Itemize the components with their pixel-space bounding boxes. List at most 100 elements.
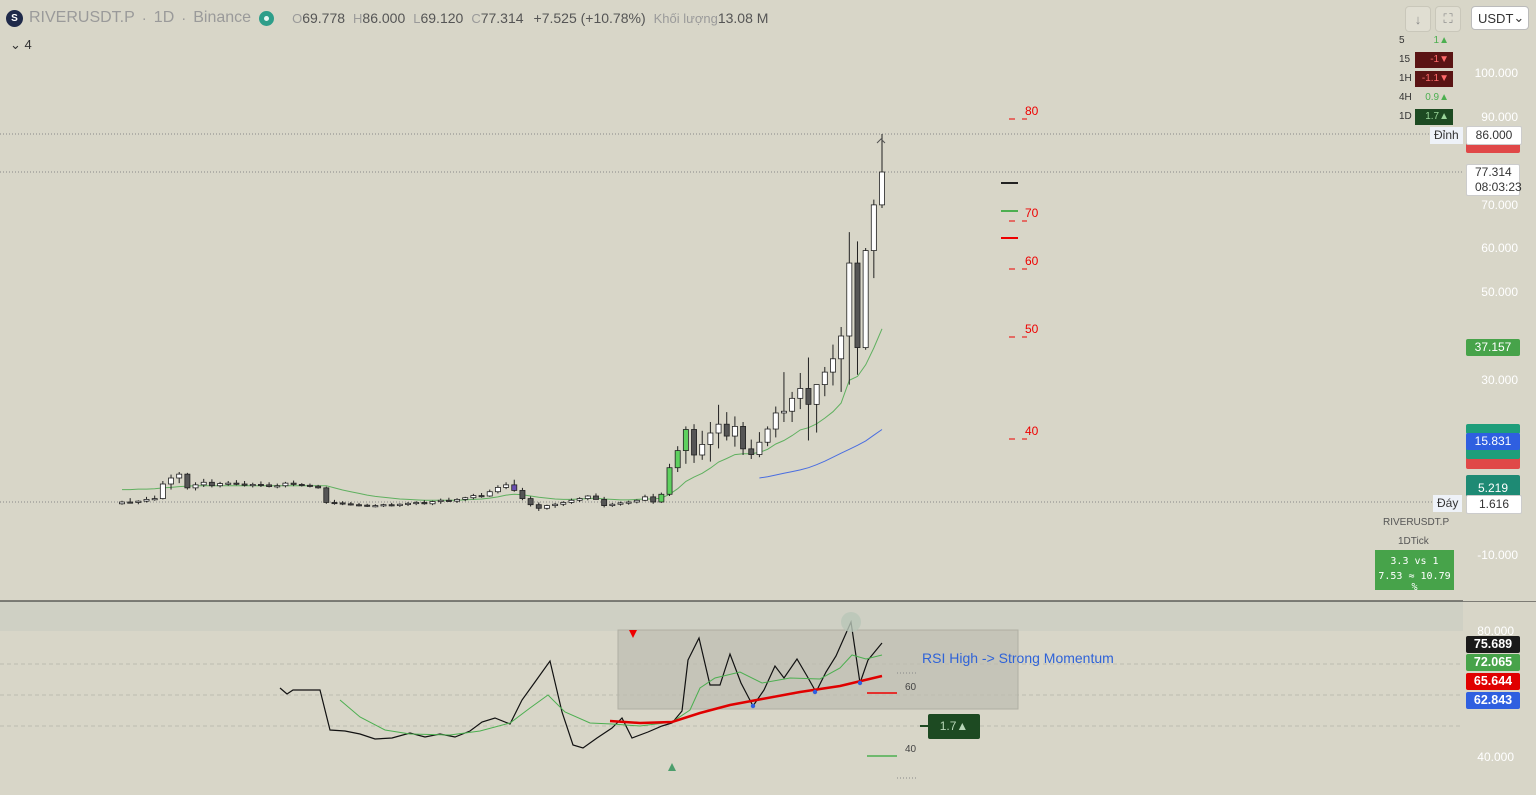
timeframe-key: 1H [1399,73,1412,84]
candle-body [691,429,697,456]
candle-body [511,484,518,491]
rsi-level-60: 60 [905,682,917,693]
candle-body [642,496,648,501]
open-value: 69.778 [302,10,346,26]
candle-body [650,496,657,503]
timeframe-value: 0.9▲ [1425,92,1449,103]
candle-body [805,388,812,405]
candle-body [470,495,477,499]
download-button[interactable]: ↓ [1405,6,1431,32]
candle-body [249,484,256,487]
candle-body [323,487,330,503]
candle-body [396,503,403,506]
candle-body [413,502,420,505]
ticker-line1: 3.3 vs 1 [1390,556,1439,567]
currency-select[interactable]: USDT ⌄ [1471,6,1529,30]
candle-body [879,171,885,206]
candle-body [315,485,322,489]
countdown-value: 08:03:23 [1475,180,1522,194]
price-tag-teal [1466,424,1520,434]
rsi-axis-40: 40.000 [1477,750,1514,764]
rsi-line [279,619,883,749]
candle-body [380,504,387,507]
candle-body [127,501,134,504]
candle-body [674,450,681,469]
candle-body [576,498,583,501]
timeframe-row-4h: 4H 0.9▲ [1397,89,1455,107]
candle-body [568,499,575,503]
candle-body [159,483,166,499]
top-price-tag: 86.000 [1466,126,1522,145]
volume-key: Khối lượng [653,10,718,26]
separator-dot: · [141,9,147,27]
timeframe-row-1d: 1D 1.7▲ [1397,108,1455,126]
candle-body [789,397,796,412]
candle-body [257,484,264,487]
rsi-scale-label: 50 [1025,322,1039,336]
candle-body [699,444,706,456]
rsi-scale-label: 80 [1025,104,1039,118]
rsi-red-tag: 65.644 [1466,673,1520,690]
candle-body [307,484,313,487]
candle-body [862,250,869,349]
separator-dot: · [181,9,187,27]
ema-line-1 [759,429,883,479]
timeframe-row-1h: 1H -1.1▼ [1397,70,1455,88]
change-value: +7.525 (+10.78%) [533,10,646,26]
timeframe-value: 1.7▲ [1415,109,1453,125]
candle-body [462,497,469,500]
low-key: L [413,10,421,26]
high-key: H [353,10,363,26]
candle-body [266,484,273,487]
candle-body [282,482,289,487]
candle-body [454,499,460,502]
rsi-scale-label: 70 [1025,206,1039,220]
candle-body [731,425,738,437]
candle-body [854,262,861,349]
candle-body [764,428,771,443]
candle-body [494,487,501,493]
blue-price-tag: 15.831 [1466,433,1520,450]
candle-body [552,503,559,506]
price-axis-tick: 50.000 [1481,285,1518,299]
timeframe-key: 5 [1399,35,1405,46]
timeframe-value: 1▲ [1433,35,1449,46]
symbol-name[interactable]: RIVERUSDT.P [29,9,135,26]
candle-body [870,204,877,251]
rsi-pivot-dot [812,689,818,695]
candle-body [715,423,722,434]
candle-body [192,484,199,489]
sell-triangle-icon [629,630,637,638]
candle-body [176,473,183,479]
rsi-badge: 1.7▲ [928,714,980,739]
download-icon: ↓ [1414,11,1422,27]
candle-body [135,500,142,503]
candle-body [560,502,567,505]
timeframe-row-15: 15 -1▼ [1397,51,1455,69]
timeframe-key: 15 [1399,54,1411,65]
candle-body [846,262,853,337]
symbol-logo-icon: S [6,9,23,27]
timeframe-row-5: 5 1▲ [1397,32,1455,50]
indicators-collapse-toggle[interactable]: ⌄ 4 [10,37,32,53]
candle-body [544,505,550,509]
price-axis-tick: 90.000 [1481,110,1518,124]
rsi-peak-circle [841,612,861,632]
candle-body [633,499,640,503]
eye-icon[interactable] [259,10,275,26]
timeframe-key: 1D [1399,111,1412,122]
candle-body [437,499,444,502]
candle-body [168,477,174,485]
close-value: 77.314 [480,10,524,26]
last-price-value: 77.314 [1475,165,1512,179]
fullscreen-button[interactable]: ⛶ [1435,6,1461,32]
rsi-overbought-band [0,601,1463,631]
price-axis-tick: 100.000 [1474,66,1518,80]
candle-body [617,502,624,505]
interval-label[interactable]: 1D [153,9,175,26]
fullscreen-icon: ⛶ [1443,11,1453,26]
rsi-scale-label: 40 [1025,424,1039,438]
ema-price-tag: 37.157 [1466,339,1520,356]
candle-body [584,495,591,499]
